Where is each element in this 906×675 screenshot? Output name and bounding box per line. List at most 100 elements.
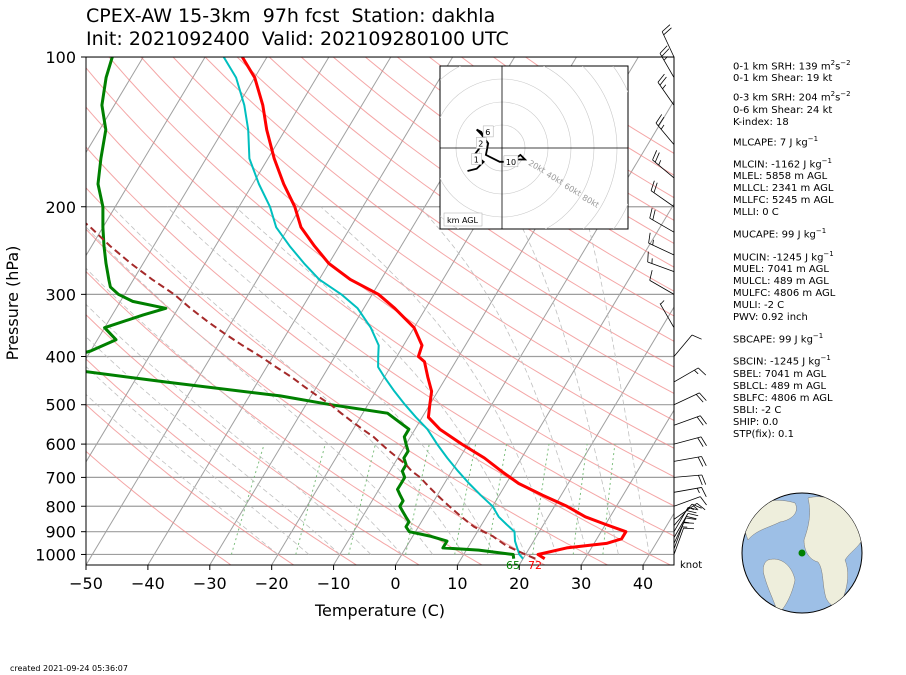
wind-barb	[647, 251, 675, 272]
wind-barb	[673, 334, 702, 357]
barb-staff	[673, 334, 693, 357]
hodograph-height-box	[471, 153, 482, 165]
wind-barb	[673, 474, 707, 486]
barb-staff	[673, 496, 701, 507]
y-tick-label: 700	[45, 468, 76, 487]
barb-flag	[685, 517, 697, 520]
mixing-ratio-line	[405, 443, 430, 555]
barb-flag	[653, 182, 658, 193]
dry-adiabat-line	[332, 57, 674, 292]
plot-frame	[85, 56, 675, 566]
mixing-ratio-line	[487, 444, 507, 555]
barb-staff	[673, 474, 702, 478]
background-grid	[86, 57, 674, 565]
barb-flag	[699, 392, 707, 401]
wind-barb	[650, 180, 675, 208]
barb-staff	[673, 487, 702, 493]
wind-units-label: knot	[680, 560, 703, 571]
isotherm-line	[518, 306, 674, 565]
y-axis-label: Pressure (hPa)	[3, 246, 22, 361]
barb-flag	[652, 150, 658, 161]
barb-staff	[673, 436, 702, 445]
barb-half-flag	[660, 300, 665, 305]
barb-staff	[647, 261, 675, 272]
dry-adiabat-line	[204, 57, 674, 394]
barb-flag	[686, 516, 697, 520]
moist-adiabat-line	[510, 206, 619, 555]
x-tick-label: 10	[447, 574, 467, 593]
wind-barb	[648, 232, 675, 256]
wind-barb	[673, 436, 707, 447]
barb-flag	[661, 24, 671, 32]
isotherm-line	[86, 57, 330, 463]
barb-flag	[655, 114, 663, 124]
sounding-index-line: 0-3 km SRH: 204 m2s−2	[733, 90, 851, 104]
x-tick-label: −20	[255, 574, 289, 593]
sounding-index-line: SHIP: 0.0	[733, 416, 779, 428]
barb-half-flag	[694, 369, 699, 375]
sounding-index-line: SBLFC: 4806 m AGL	[733, 392, 833, 404]
x-tick-label: 20	[509, 574, 529, 593]
x-tick-label: −50	[69, 574, 103, 593]
moist-adiabat-line	[235, 206, 526, 555]
barb-flag	[649, 207, 653, 219]
y-tick-label: 1000	[35, 545, 76, 564]
barb-flag	[683, 527, 695, 530]
sounding-index-line: SBCIN: -1245 J kg−1	[733, 354, 831, 368]
sounding-index-line: 0-6 km Shear: 24 kt	[733, 104, 833, 116]
barb-staff	[648, 242, 675, 256]
moist-adiabat-line	[86, 365, 310, 555]
barb-staff	[652, 159, 675, 179]
sounding-index-line: 0-1 km SRH: 139 m2s−2	[733, 59, 851, 73]
barb-flag	[697, 367, 707, 376]
barb-flag	[698, 475, 703, 486]
barb-flag	[654, 152, 660, 163]
wind-barb	[649, 270, 675, 295]
barb-flag	[661, 48, 670, 57]
chart-title-line-2: Init: 2021092400 Valid: 202109280100 UTC	[86, 28, 509, 50]
chart-title-line-1: CPEX-AW 15-3km 97h fcst Station: dakhla	[86, 5, 496, 27]
barb-flag	[659, 45, 668, 54]
barb-flag	[647, 251, 649, 263]
hodograph-height-box	[482, 125, 494, 138]
wind-barb	[673, 392, 707, 406]
wind-barb	[659, 300, 675, 328]
sounding-index-line: MLLI: 0 C	[733, 207, 779, 219]
wind-barb	[673, 367, 707, 383]
wind-barb	[652, 150, 675, 179]
barb-flag	[696, 416, 704, 426]
wind-barb	[673, 496, 707, 507]
sounding-index-line: MUEL: 7041 m AGL	[733, 263, 829, 275]
temperature-trace	[241, 57, 628, 560]
hodograph-height-label: 1	[474, 156, 479, 165]
y-tick-label: 600	[45, 435, 76, 454]
x-tick-label: −10	[317, 574, 351, 593]
land-south-america	[762, 558, 796, 613]
mixing-ratio-line	[295, 443, 326, 555]
x-tick-label: 40	[633, 574, 653, 593]
dry-adiabat-line	[236, 57, 674, 368]
isotherm-line	[86, 57, 206, 257]
barb-staff	[673, 367, 699, 383]
isotherm-line	[86, 57, 144, 154]
wind-barb	[673, 527, 695, 555]
hodograph-height-label: 2	[478, 139, 483, 148]
barb-staff	[661, 31, 675, 58]
mixing-ratio-line	[572, 444, 588, 555]
dry-adiabat-line	[86, 403, 294, 565]
barb-flag	[691, 503, 702, 509]
dry-adiabat-line	[86, 106, 674, 537]
isotherm-line	[86, 57, 392, 565]
sounding-index-line: MLEL: 5858 m AGL	[733, 171, 828, 183]
hodograph-height-label: 6	[485, 128, 490, 137]
sounding-index-line: MLCAPE: 7 J kg−1	[733, 134, 819, 148]
dry-adiabat-line	[268, 57, 674, 342]
dry-adiabat-line	[86, 358, 357, 565]
x-axis-label: Temperature (C)	[314, 601, 445, 620]
wind-barb	[673, 415, 707, 426]
globe-land	[742, 496, 862, 613]
surface-temperature-label: 72	[528, 559, 542, 572]
wetbulb-trace	[222, 57, 524, 560]
